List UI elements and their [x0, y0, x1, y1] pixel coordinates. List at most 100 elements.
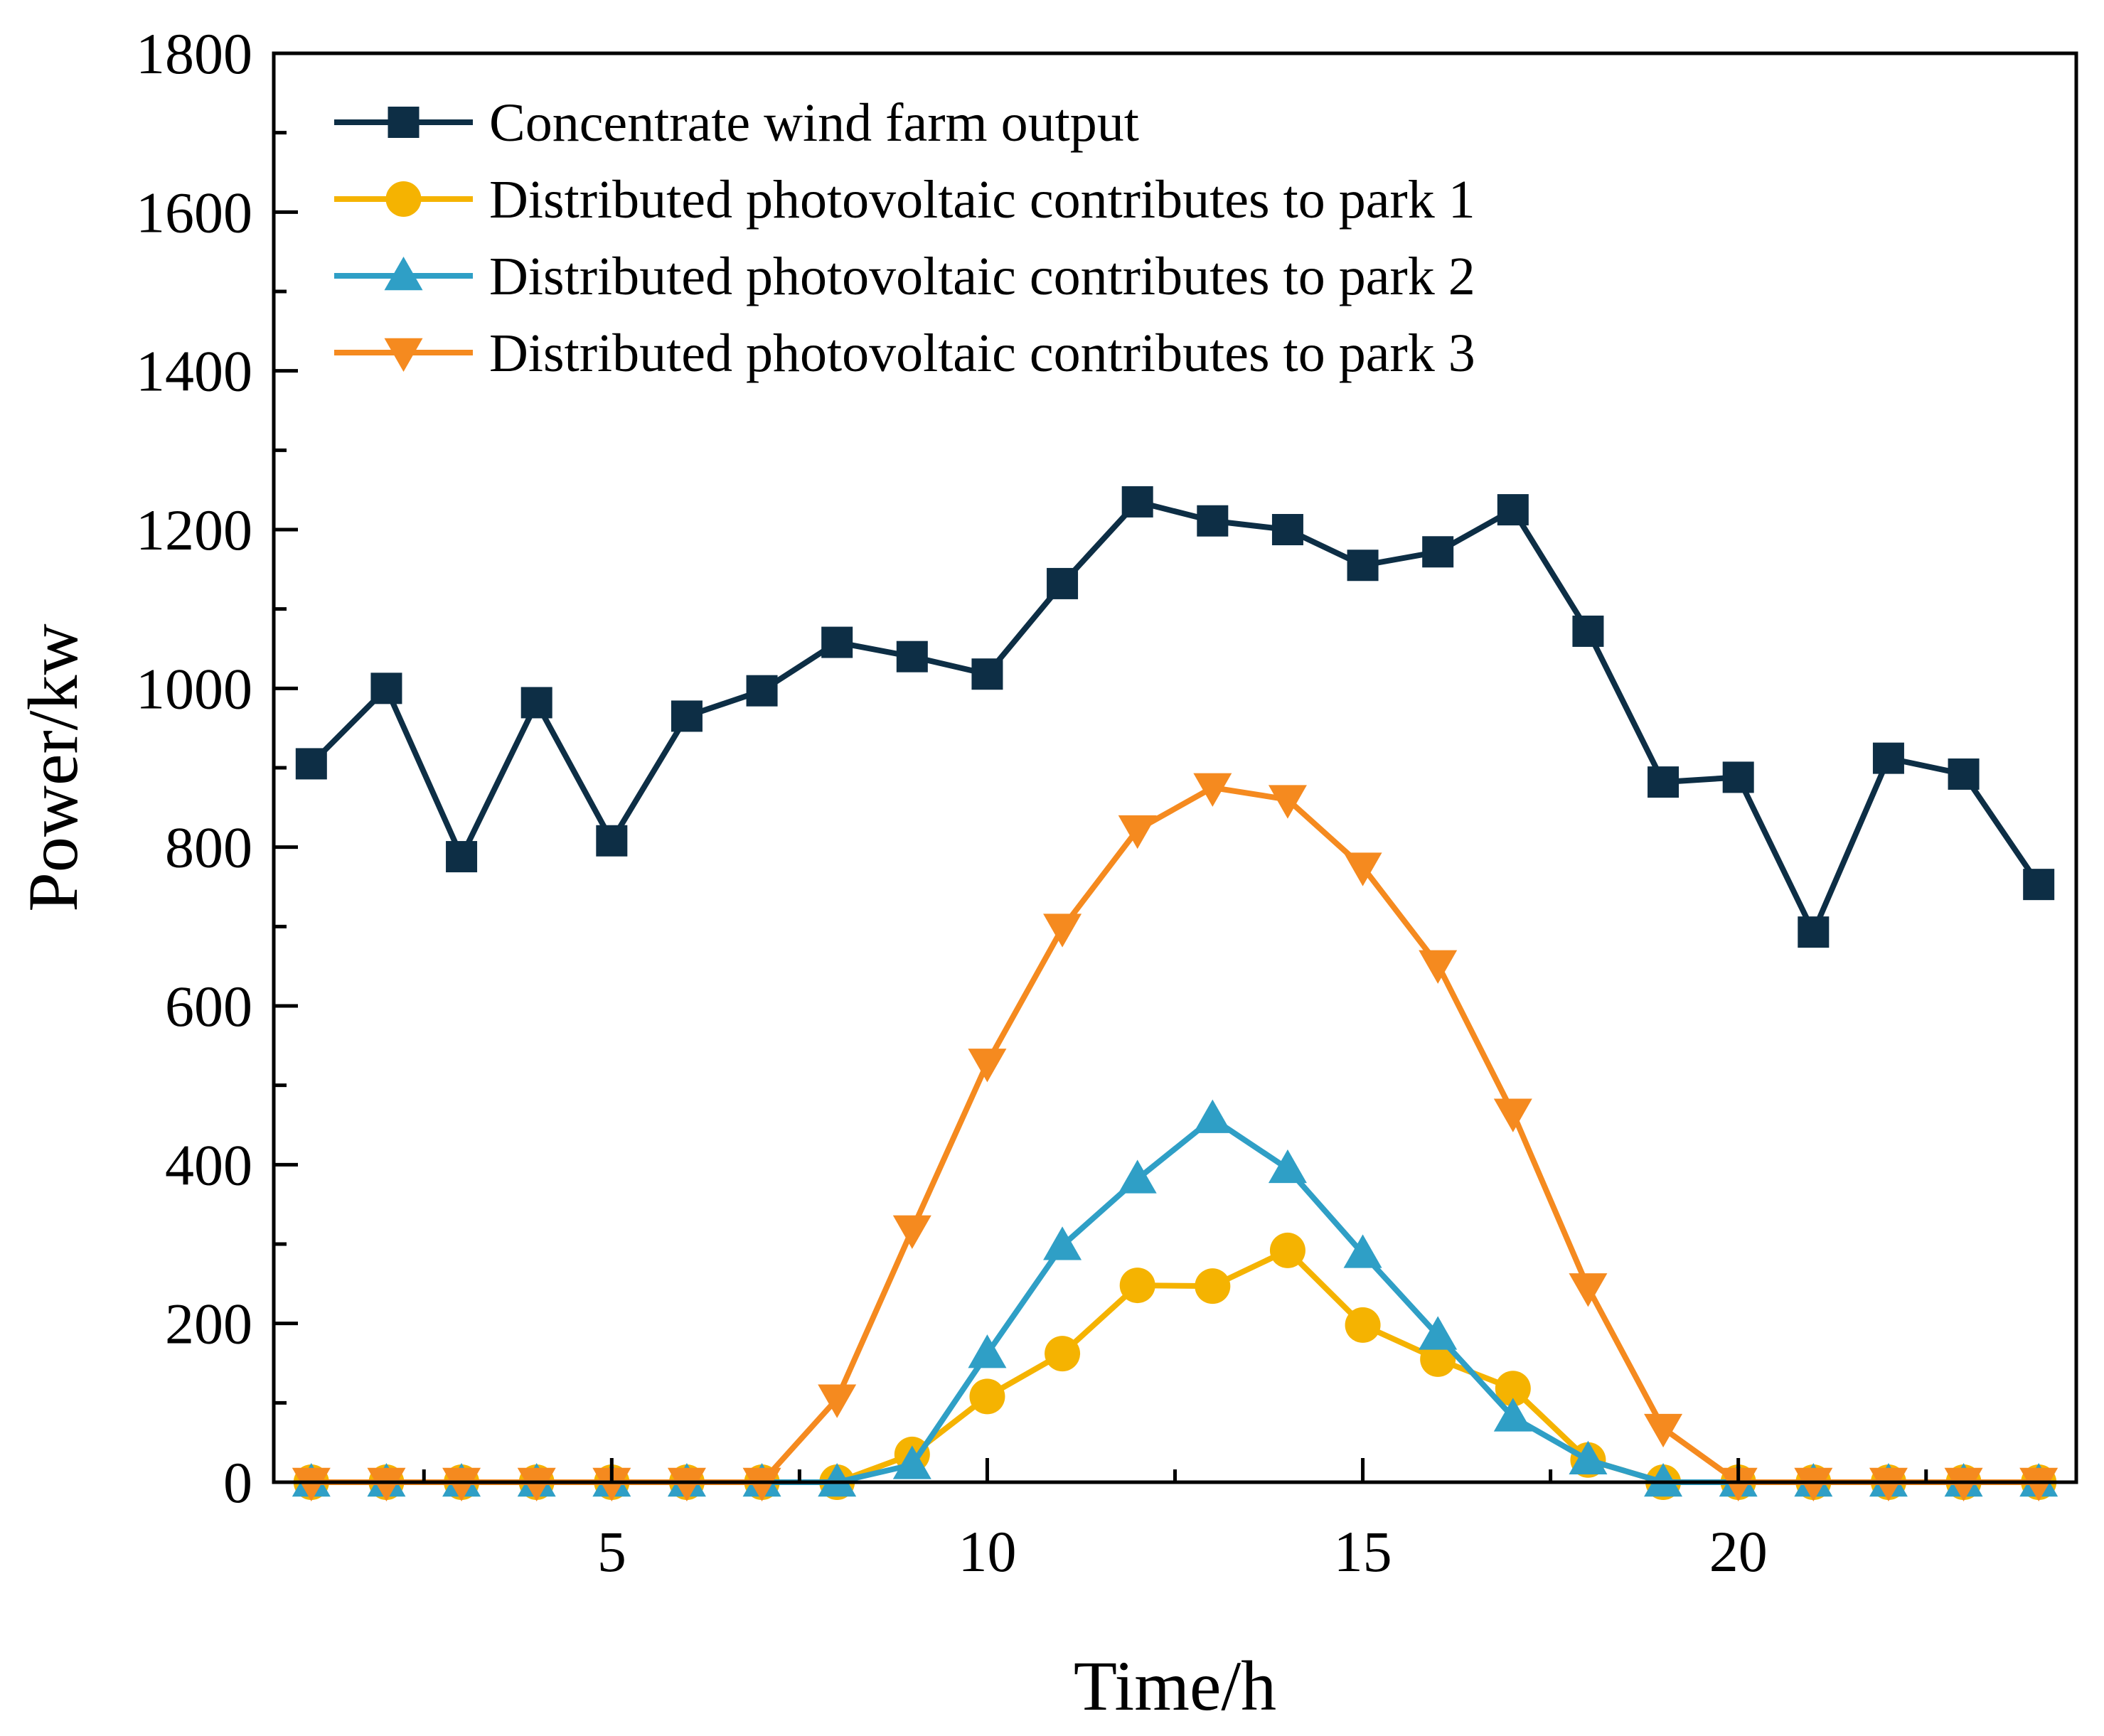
data-point [1345, 1307, 1381, 1343]
data-point [1419, 1316, 1458, 1350]
data-point [896, 641, 928, 673]
y-tick-label: 0 [223, 1450, 252, 1515]
data-point [1268, 1149, 1307, 1184]
data-point [1644, 1463, 1683, 1497]
data-point [1493, 1398, 1532, 1432]
data-point [746, 675, 778, 707]
data-point [1118, 815, 1157, 850]
data-point [892, 1215, 931, 1249]
data-point [1648, 766, 1680, 798]
data-point [1043, 1226, 1082, 1260]
legend-swatch-marker [384, 257, 423, 291]
data-point [517, 1467, 556, 1501]
data-point [742, 1467, 781, 1501]
data-point [370, 673, 402, 704]
data-point [1569, 1440, 1608, 1474]
legend-item: Distributed photovoltaic contributes to … [334, 247, 1475, 306]
data-point [292, 1467, 331, 1501]
y-tick-label: 1400 [136, 339, 252, 404]
data-point [1420, 1341, 1456, 1377]
data-point [1193, 773, 1232, 807]
data-point [1047, 567, 1079, 599]
legend-label: Distributed photovoltaic contributes to … [489, 323, 1475, 383]
data-point [1119, 1268, 1155, 1304]
data-point [1644, 1413, 1683, 1448]
legend: Concentrate wind farm output Distributed … [334, 93, 1475, 383]
data-point [1722, 761, 1754, 793]
data-point [1269, 1232, 1305, 1268]
data-point [1268, 785, 1307, 819]
data-point [1944, 1467, 1983, 1501]
legend-item: Concentrate wind farm output [334, 93, 1139, 153]
legend-label: Distributed photovoltaic contributes to … [489, 170, 1475, 230]
y-tick-label: 400 [165, 1132, 252, 1197]
x-tick-label: 20 [1709, 1519, 1768, 1584]
data-point [1347, 550, 1379, 582]
data-point [1045, 1336, 1081, 1372]
data-point [1794, 1467, 1833, 1501]
y-tick-label: 1200 [136, 498, 252, 562]
data-point [1271, 514, 1303, 545]
x-axis-title: Time/h [1074, 1646, 1276, 1725]
data-point [968, 1049, 1007, 1083]
data-point [442, 1467, 481, 1501]
data-point [446, 841, 478, 873]
data-point [1343, 1234, 1382, 1268]
data-point [1719, 1467, 1758, 1501]
series-1 [295, 486, 2055, 948]
legend-swatch-marker [388, 107, 420, 138]
data-point [818, 1463, 857, 1497]
x-tick-label: 15 [1334, 1519, 1392, 1584]
y-axis-title: Power/kw [14, 623, 92, 912]
x-tick-label: 5 [597, 1519, 626, 1584]
data-point [818, 1384, 857, 1418]
legend-item: Distributed photovoltaic contributes to … [334, 170, 1475, 230]
legend-swatch-marker [384, 338, 423, 372]
data-point [1869, 1467, 1908, 1501]
legend-swatch-marker [385, 181, 422, 217]
data-point [295, 748, 327, 780]
data-point [968, 1334, 1007, 1368]
y-tick-label: 200 [165, 1292, 252, 1356]
data-point [821, 626, 853, 658]
data-point [520, 687, 552, 719]
data-point [596, 825, 628, 857]
data-point [2019, 1467, 2058, 1501]
data-point [1572, 615, 1604, 647]
data-point [1497, 494, 1529, 526]
data-point [1422, 536, 1454, 568]
data-point [1493, 1098, 1532, 1132]
legend-label: Distributed photovoltaic contributes to … [489, 247, 1475, 306]
legend-label: Concentrate wind farm output [489, 93, 1139, 153]
y-tick-label: 600 [165, 974, 252, 1039]
y-tick-label: 1600 [136, 180, 252, 245]
data-point [671, 700, 703, 732]
data-point [969, 1378, 1005, 1415]
data-point [1121, 486, 1153, 518]
data-point [1569, 1273, 1608, 1307]
data-point [1948, 758, 1980, 790]
data-point [2023, 869, 2055, 901]
series-line [309, 498, 2041, 936]
data-point [1193, 1099, 1232, 1133]
data-point [1343, 852, 1382, 886]
y-tick-label: 800 [165, 815, 252, 880]
data-point [892, 1445, 931, 1479]
data-point [1197, 505, 1229, 537]
data-point [1495, 1371, 1531, 1407]
data-point [971, 658, 1003, 690]
data-point [1872, 742, 1904, 774]
data-point [1419, 950, 1458, 984]
y-tick-label: 1800 [136, 21, 252, 86]
y-tick-label: 1000 [136, 656, 252, 721]
data-point [1043, 913, 1082, 948]
x-tick-label: 10 [958, 1519, 1016, 1584]
axis-ticks [274, 51, 1928, 1484]
data-point [367, 1467, 406, 1501]
data-point [592, 1467, 631, 1501]
axis-tick-labels: 0 200 400 600 800 1000 1200 1400 1600 1800 5 10 15 20 [136, 21, 1768, 1584]
data-point [1798, 916, 1830, 948]
data-point [1195, 1268, 1231, 1304]
